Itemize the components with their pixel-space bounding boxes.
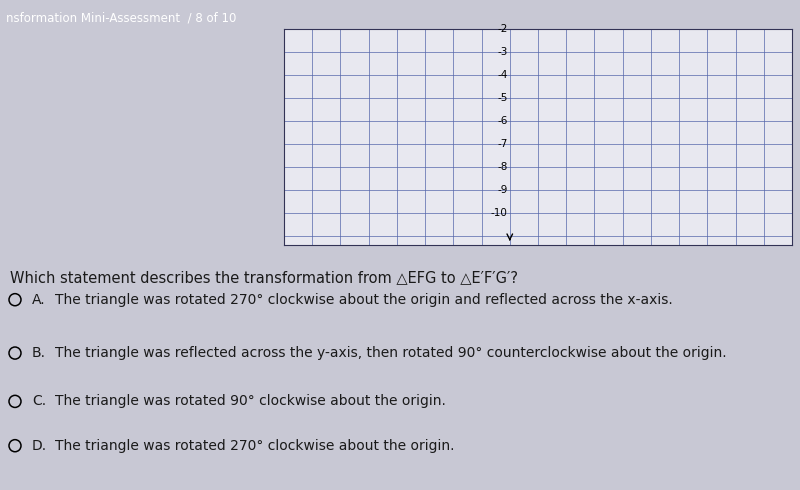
Text: The triangle was rotated 90° clockwise about the origin.: The triangle was rotated 90° clockwise a… <box>55 394 446 408</box>
Text: -5: -5 <box>497 93 507 103</box>
Text: The triangle was reflected across the y-axis, then rotated 90° counterclockwise : The triangle was reflected across the y-… <box>55 346 726 360</box>
Text: -4: -4 <box>497 70 507 80</box>
Text: D.: D. <box>32 439 47 453</box>
Text: Which statement describes the transformation from △EFG to △E′F′G′?: Which statement describes the transforma… <box>10 270 518 286</box>
Text: A.: A. <box>32 293 46 307</box>
Text: -6: -6 <box>497 116 507 126</box>
Text: -2: -2 <box>497 24 507 34</box>
Text: The triangle was rotated 270° clockwise about the origin and reflected across th: The triangle was rotated 270° clockwise … <box>55 293 673 307</box>
Text: -7: -7 <box>497 139 507 149</box>
Text: -8: -8 <box>497 162 507 172</box>
Text: -9: -9 <box>497 185 507 195</box>
Text: -10: -10 <box>490 208 507 218</box>
Text: B.: B. <box>32 346 46 360</box>
Text: C.: C. <box>32 394 46 408</box>
Text: The triangle was rotated 270° clockwise about the origin.: The triangle was rotated 270° clockwise … <box>55 439 454 453</box>
Text: nsformation Mini-Assessment  / 8 of 10: nsformation Mini-Assessment / 8 of 10 <box>6 11 237 24</box>
Text: -3: -3 <box>497 48 507 57</box>
